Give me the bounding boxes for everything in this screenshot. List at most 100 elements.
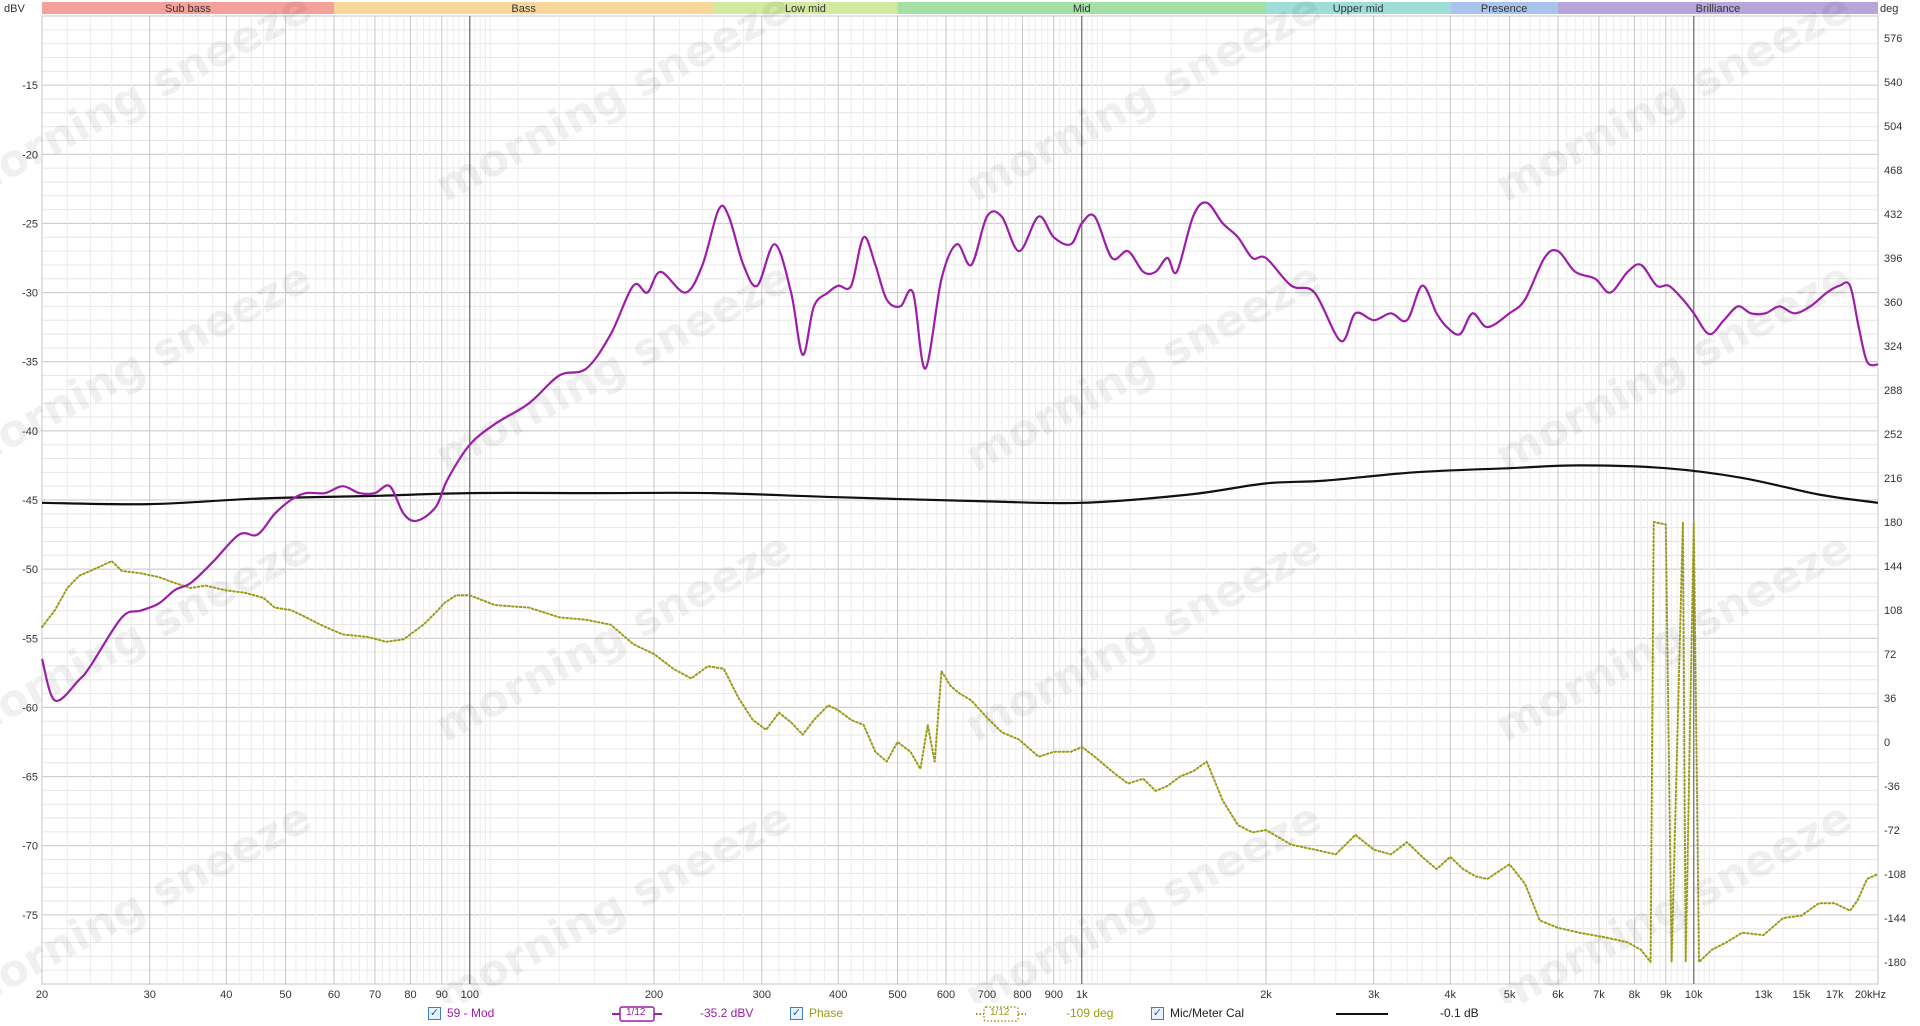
x-tick-label: 800 [1013,989,1031,1001]
legend-label: Phase [809,1006,844,1020]
legend-smoothing-phase[interactable]: 1/12 [976,1006,1026,1022]
band-low-mid [713,2,898,14]
x-tick-label: 600 [937,989,955,1001]
y2-tick-label: 396 [1884,253,1902,265]
x-tick-label: 50 [279,989,291,1001]
band-label: Low mid [785,3,826,15]
y-tick-label: -55 [22,633,38,645]
x-tick-label: 30 [144,989,156,1001]
x-tick-label: 900 [1045,989,1063,1001]
x-tick-label: 6k [1552,989,1564,1001]
legend-line-cal [1336,1006,1388,1022]
checkbox-icon[interactable]: ✓ [1151,1006,1164,1020]
x-tick-label: 200 [645,989,663,1001]
left-axis-unit: dBV [4,3,25,15]
legend-item-phase[interactable]: ✓ Phase [790,1006,843,1020]
y-tick-label: -65 [22,772,38,784]
right-axis-unit: deg [1880,3,1898,15]
checkbox-icon[interactable]: ✓ [790,1006,803,1020]
y-tick-label: -15 [22,80,38,92]
x-tick-label: 400 [829,989,847,1001]
x-tick-label: 90 [436,989,448,1001]
y2-tick-label: -108 [1884,869,1906,881]
y2-tick-label: 36 [1884,693,1896,705]
y-tick-label: -60 [22,702,38,714]
y-tick-label: -30 [22,288,38,300]
y2-tick-label: 216 [1884,473,1902,485]
axes: -15 -20 -25 -30 -35 -40 -45 -50 -55 -60 -65 -70 -75 5… [22,33,1906,1001]
y2-tick-label: 144 [1884,561,1902,573]
x-tick-label: 1k [1076,989,1088,1001]
line-swatch-icon [1336,1013,1388,1015]
series-mic-meter-cal [41,464,1879,506]
y2-tick-label: 540 [1884,77,1902,89]
band-label: Mid [1073,3,1091,15]
x-tick-label: 13k [1755,989,1773,1001]
legend: ✓ 59 - Mod 1/12 -35.2 dBV ✓ Phase 1/12 -… [0,1003,1920,1026]
legend-smoothing-mod[interactable]: 1/12 [612,1006,662,1022]
x-tick-label: 9k [1660,989,1672,1001]
band-label: Sub bass [165,3,211,15]
y2-tick-label: 468 [1884,165,1902,177]
band-label: Bass [511,3,536,15]
y2-tick-label: 108 [1884,605,1902,617]
y-tick-label: -35 [22,357,38,369]
y2-tick-label: 180 [1884,517,1902,529]
y-tick-label: -70 [22,841,38,853]
x-tick-label: 4k [1444,989,1456,1001]
band-label: Brilliance [1696,3,1741,15]
legend-item-mod[interactable]: ✓ 59 - Mod [428,1006,494,1020]
x-tick-label: 70 [369,989,381,1001]
legend-value-cal: -0.1 dB [1440,1006,1479,1020]
frequency-band-bar: Sub bass Bass Low mid Mid Upper mid Presence B… [42,2,1878,15]
y2-tick-label: 504 [1884,121,1902,133]
band-bass [333,2,714,14]
y2-tick-label: -36 [1884,781,1900,793]
smoothing-label: 1/12 [626,1007,646,1018]
legend-item-cal[interactable]: ✓ Mic/Meter Cal [1151,1006,1244,1020]
y-tick-label: -45 [22,495,38,507]
legend-label: Mic/Meter Cal [1170,1006,1245,1020]
y2-tick-label: 252 [1884,429,1902,441]
x-tick-label: 20 [36,989,48,1001]
x-tick-label: 7k [1593,989,1605,1001]
y-tick-label: -25 [22,218,38,230]
x-tick-label: 500 [888,989,906,1001]
band-sub-bass [42,2,334,14]
x-tick-label: 80 [404,989,416,1001]
y-tick-label: -75 [22,910,38,922]
y-tick-label: -20 [22,149,38,161]
y2-tick-label: 288 [1884,385,1902,397]
x-tick-label: 40 [220,989,232,1001]
x-tick-label: 5k [1504,989,1516,1001]
y-tick-label: -50 [22,564,38,576]
band-presence [1450,2,1558,14]
y-tick-label: -40 [22,426,38,438]
band-label: Upper mid [1333,3,1384,15]
y2-tick-label: 360 [1884,297,1902,309]
band-upper-mid [1266,2,1451,14]
band-brilliance [1557,2,1878,14]
y2-tick-label: -72 [1884,825,1900,837]
x-tick-label: 17k [1826,989,1844,1001]
y2-tick-label: 324 [1884,341,1902,353]
smoothing-label: 1/12 [990,1007,1010,1018]
legend-label: 59 - Mod [447,1006,495,1020]
x-tick-label: 60 [328,989,340,1001]
checkbox-icon[interactable]: ✓ [428,1006,441,1020]
smoothing-icon [976,1006,1026,1022]
smoothing-icon [612,1006,662,1022]
band-label: Presence [1481,3,1527,15]
x-tick-label: 10k [1685,989,1703,1001]
legend-value-mod: -35.2 dBV [700,1006,754,1020]
y2-tick-label: -144 [1884,913,1906,925]
x-tick-label: 700 [978,989,996,1001]
x-tick-label: 3k [1368,989,1380,1001]
x-tick-label: 100 [461,989,479,1001]
y2-tick-label: 576 [1884,33,1902,45]
frequency-response-chart[interactable]: Sub bass Bass Low mid Mid Upper mid Presence B… [0,0,1920,1003]
x-tick-label: 20kHz [1855,989,1886,1001]
y2-tick-label: 432 [1884,209,1902,221]
series-phase [41,521,1879,963]
y2-tick-label: -180 [1884,957,1906,969]
